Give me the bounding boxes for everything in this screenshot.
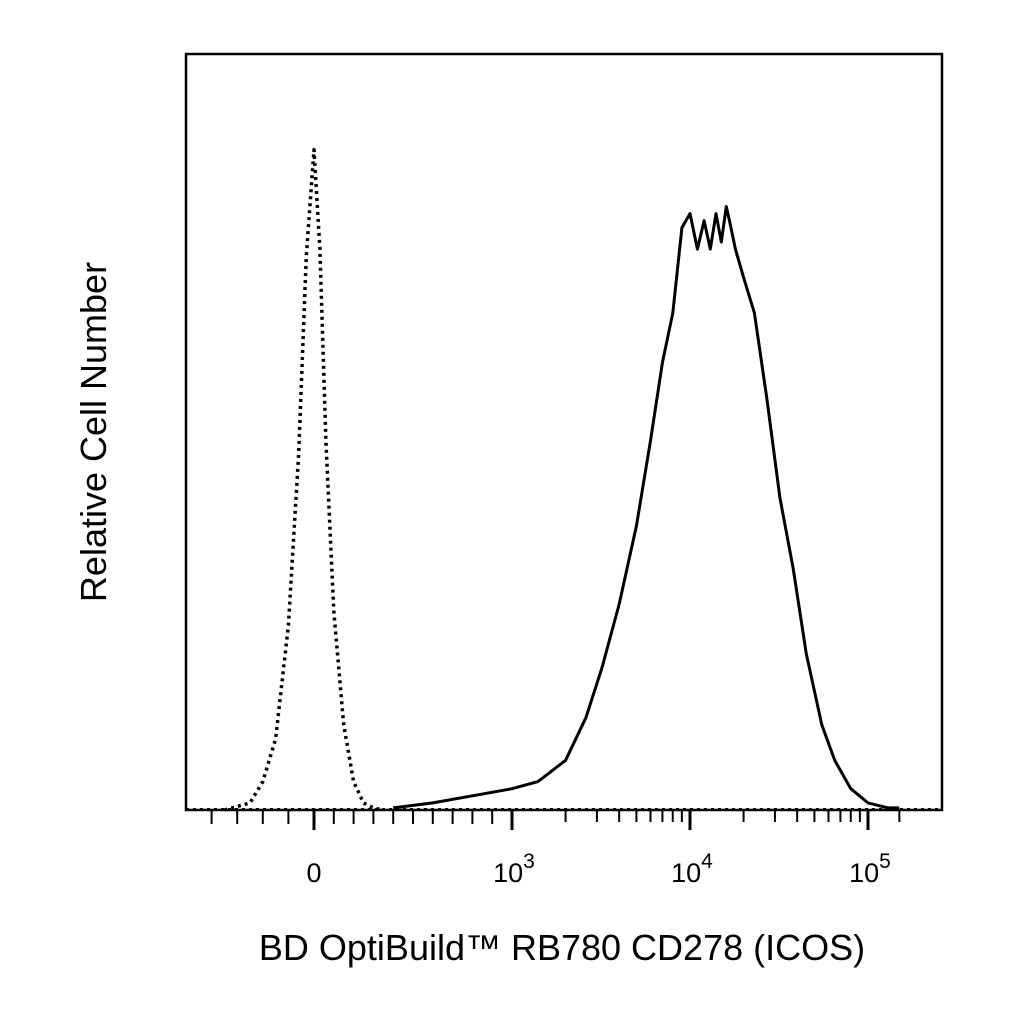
histogram-series (186, 147, 942, 812)
stained-histogram-line (393, 205, 900, 810)
x-tick-label: 0 (306, 858, 321, 888)
control-histogram-line (223, 147, 384, 812)
x-axis-tick-labels: 0 103 104 105 (306, 850, 890, 888)
x-tick-label: 105 (849, 850, 891, 888)
x-tick-label: 104 (671, 850, 713, 888)
x-axis-label: BD OptiBuild™ RB780 CD278 (ICOS) (259, 927, 865, 968)
plot-frame (184, 52, 944, 812)
y-axis-label: Relative Cell Number (73, 262, 114, 602)
x-tick-label: 103 (493, 850, 535, 888)
x-axis-ticks (210, 810, 901, 830)
